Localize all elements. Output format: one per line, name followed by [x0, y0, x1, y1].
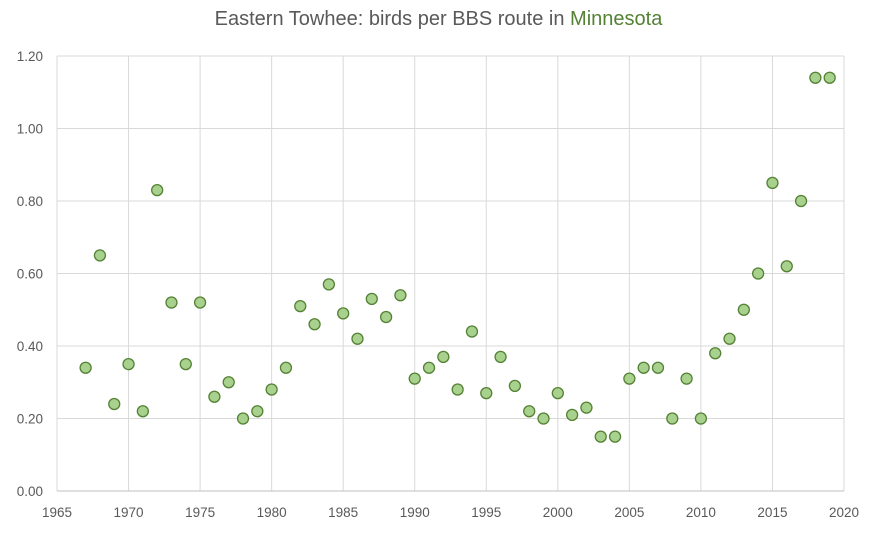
data-point-2002 [580, 401, 593, 414]
x-tick-label: 2005 [614, 505, 644, 520]
data-point-1970 [122, 357, 135, 371]
data-point-1982 [294, 299, 307, 313]
data-point-1985 [337, 307, 350, 320]
y-tick-label: 0.20 [17, 412, 43, 427]
data-point-2017 [794, 194, 808, 208]
data-point-2014 [751, 267, 765, 280]
data-point-1986 [351, 332, 364, 345]
data-point-2018 [809, 71, 822, 84]
y-tick-label: 0.60 [17, 267, 43, 282]
data-point-2001 [565, 408, 579, 422]
data-point-2015 [766, 176, 779, 190]
data-point-1992 [437, 350, 450, 364]
x-tick-label: 1980 [257, 505, 287, 520]
data-point-2003 [594, 430, 607, 443]
data-point-1978 [236, 412, 250, 425]
data-point-1991 [422, 361, 436, 374]
data-point-1969 [108, 397, 121, 411]
data-point-1998 [523, 405, 536, 418]
data-point-2016 [780, 260, 793, 273]
x-tick-label: 1970 [114, 505, 144, 520]
data-point-1975 [193, 296, 207, 309]
data-point-1967 [79, 361, 92, 374]
data-point-2004 [608, 430, 622, 443]
x-tick-label: 1965 [42, 505, 72, 520]
data-point-1974 [179, 357, 192, 371]
data-point-1989 [394, 289, 407, 302]
data-point-2010 [694, 412, 708, 425]
data-point-2019 [823, 71, 836, 84]
y-axis-tick-labels: 0.00 0.20 0.40 0.60 0.80 1.00 1.20 [17, 49, 43, 499]
data-point-2005 [623, 372, 636, 385]
y-tick-label: 0.80 [17, 194, 43, 209]
data-point-1981 [279, 361, 293, 374]
data-point-1995 [480, 386, 493, 400]
x-axis-tick-labels: 1965 1970 1975 1980 1985 1990 1995 2000 2005 2010… [42, 505, 859, 520]
data-point-1972 [151, 183, 164, 197]
data-point-1983 [308, 318, 321, 331]
data-point-1973 [165, 296, 178, 309]
x-tick-label: 1990 [400, 505, 430, 520]
x-tick-label: 1995 [471, 505, 501, 520]
data-point-1987 [365, 292, 378, 306]
data-point-2000 [551, 386, 564, 400]
data-point-1994 [465, 325, 479, 338]
data-point-1980 [265, 383, 278, 396]
x-tick-label: 2020 [829, 505, 859, 520]
data-point-1996 [494, 350, 507, 364]
data-points [79, 71, 836, 443]
data-point-2009 [680, 372, 693, 385]
gridlines [56, 55, 845, 492]
x-tick-label: 1975 [185, 505, 215, 520]
data-point-2012 [723, 332, 736, 345]
data-point-1976 [208, 390, 221, 403]
x-tick-label: 2000 [543, 505, 573, 520]
data-point-2006 [637, 361, 650, 374]
data-point-1988 [379, 310, 393, 324]
data-point-1993 [451, 383, 464, 396]
data-point-1999 [537, 412, 550, 425]
y-tick-label: 1.00 [17, 122, 43, 137]
data-point-2007 [651, 361, 665, 374]
data-point-1997 [508, 379, 522, 393]
chart-title-main: Eastern Towhee: birds per BBS route in [214, 8, 571, 30]
y-tick-label: 1.20 [17, 49, 43, 64]
chart-title-state: Minnesota [570, 8, 663, 30]
data-point-1984 [322, 278, 336, 291]
data-point-1979 [251, 405, 264, 418]
data-point-2013 [737, 303, 750, 316]
y-tick-label: 0.00 [17, 484, 43, 499]
y-tick-label: 0.40 [17, 339, 43, 354]
data-point-1971 [136, 405, 150, 418]
data-point-1990 [408, 372, 421, 385]
chart-title: Eastern Towhee: birds per BBS route in M… [0, 8, 877, 31]
x-tick-label: 1985 [328, 505, 358, 520]
x-tick-label: 2010 [686, 505, 716, 520]
data-point-2008 [666, 412, 679, 425]
x-tick-label: 2015 [757, 505, 787, 520]
data-point-1977 [222, 376, 235, 389]
data-point-1968 [93, 249, 107, 262]
data-point-2011 [709, 347, 722, 360]
